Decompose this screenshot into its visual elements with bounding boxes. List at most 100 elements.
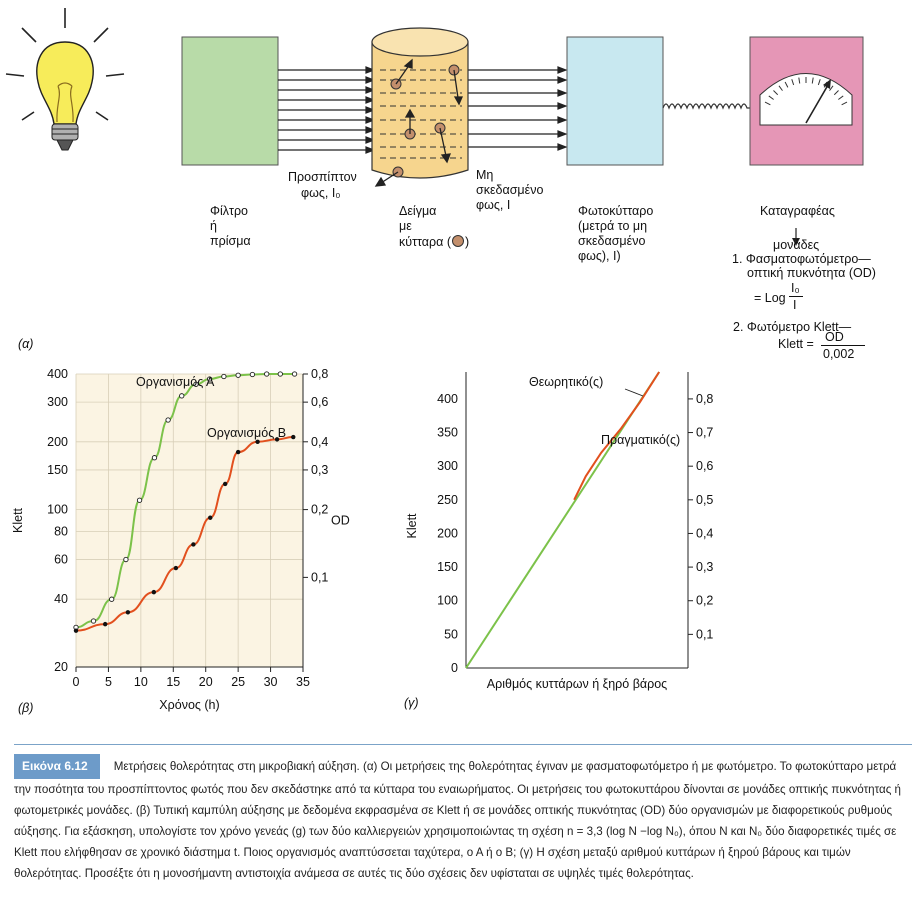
filter-label-1: Φίλτρο <box>210 204 249 218</box>
y2-tick-label: 0,2 <box>311 503 328 517</box>
panel-b-label: (β) <box>18 701 33 715</box>
y2-tick-label: 0,4 <box>311 435 328 449</box>
data-point <box>235 449 241 455</box>
series-pointer-theoretical <box>624 388 644 397</box>
growth-curve-chart: 0 5 10 15 20 25 30 35 20 40 60 80 100 150 200 300 400 0,1… <box>11 367 350 715</box>
y-tick-label: 0 <box>451 661 458 675</box>
photocell-label-1: Φωτοκύτταρο <box>578 204 654 218</box>
y-tick-label: 200 <box>437 526 458 540</box>
meter-tick <box>778 85 783 91</box>
x-tick-label: 25 <box>231 675 245 689</box>
series-label-theoretical: Θεωρητικό(ς) <box>529 375 603 389</box>
transmitted-ray-arrow <box>557 76 568 84</box>
series-label-actual: Πραγματικό(ς) <box>601 433 680 447</box>
incident-ray-arrow <box>365 146 376 154</box>
x-tick-label: 15 <box>166 675 180 689</box>
y-tick-label: 300 <box>47 395 68 409</box>
data-point <box>274 437 280 442</box>
meter-tick <box>811 77 814 84</box>
x-tick-label: 10 <box>134 675 148 689</box>
data-point <box>206 376 213 382</box>
meter-tick <box>768 95 774 100</box>
sample-cylinder <box>371 27 469 187</box>
apparatus-diagram <box>5 8 864 246</box>
y2-tick-label: 0,3 <box>696 560 713 574</box>
unscattered-label-1: Μη <box>476 168 494 182</box>
filter-box <box>181 36 279 166</box>
figure-caption: Εικόνα 6.12 Μετρήσεις θολερότητας στη μικ… <box>14 754 910 884</box>
data-point <box>125 610 131 615</box>
meter-tick <box>841 101 848 106</box>
filter-label-2: ή <box>210 219 217 233</box>
panel-a-label: (α) <box>18 337 34 351</box>
data-point <box>136 497 143 503</box>
data-point <box>151 455 158 461</box>
meter-tick <box>829 85 834 91</box>
y-tick-label: 200 <box>47 435 68 449</box>
unscattered-label-3: φως, I <box>476 198 511 212</box>
log-eq-den: I <box>793 298 797 312</box>
data-point <box>123 556 129 563</box>
y-tick-label: 20 <box>54 660 68 674</box>
panel-g-label: (γ) <box>404 696 419 710</box>
data-point <box>291 371 298 377</box>
x-tick-label: 30 <box>264 675 278 689</box>
meter-tick <box>798 77 801 84</box>
unit2-line1: 2. Φωτόμετρο Klett— <box>733 320 852 334</box>
coil-wire <box>662 103 751 110</box>
recorder-meter <box>749 36 864 166</box>
klett-eq-den: 0,002 <box>823 347 855 361</box>
y2-tick-label: 0,4 <box>696 526 713 540</box>
incident-ray-arrow <box>365 86 376 94</box>
transmitted-ray-arrow <box>557 116 568 124</box>
x-tick-label: 20 <box>199 675 213 689</box>
data-point <box>90 618 97 624</box>
caption-rule <box>14 744 912 745</box>
y-axis-label: Klett <box>11 507 25 533</box>
incident-ray-arrow <box>365 136 376 144</box>
data-point <box>291 434 296 440</box>
series-label-a: Οργανισμός Α <box>136 375 215 389</box>
x-axis-label: Αριθμός κυττάρων ή ξηρό βάρος <box>487 677 667 691</box>
x-tick-label: 5 <box>105 675 112 689</box>
y2-tick-label: 0,6 <box>696 459 713 473</box>
figure-label: Εικόνα 6.12 <box>14 754 100 779</box>
data-point <box>191 542 196 547</box>
y-tick-label: 80 <box>54 524 68 538</box>
data-point <box>151 589 157 595</box>
meter-tick <box>773 90 779 96</box>
y2-axis-label: OD <box>331 514 350 528</box>
unit1-line2: οπτική πυκνότητα (OD) <box>747 266 876 280</box>
cell-icon <box>451 235 464 247</box>
y2-tick-label: 0,7 <box>696 426 713 440</box>
light-rays <box>278 66 568 154</box>
y2-tick-label: 0,1 <box>311 570 328 584</box>
sample-label-1: Δείγμα <box>399 204 437 218</box>
series-line-1 <box>573 371 660 501</box>
caption-body: Μετρήσεις θολερότητας στη μικροβιακή αύξ… <box>14 760 901 880</box>
plot-area <box>76 374 303 667</box>
log-eq-num: I₀ <box>791 281 800 295</box>
recorder-label: Καταγραφέας <box>760 204 835 218</box>
data-point <box>173 565 179 571</box>
y2-tick-label: 0,2 <box>696 594 713 608</box>
y2-tick-label: 0,3 <box>311 463 328 477</box>
meter-tick <box>784 81 789 88</box>
data-point <box>235 372 241 378</box>
incident-ray-arrow <box>365 106 376 114</box>
sample-label-2: με <box>399 219 412 233</box>
y-tick-label: 100 <box>47 503 68 517</box>
meter-tick <box>833 90 839 96</box>
transmitted-ray-arrow <box>557 102 568 110</box>
photocell-box <box>566 36 664 166</box>
y2-tick-label: 0,6 <box>311 395 328 409</box>
incident-label-1: Προσπίπτον <box>288 170 357 184</box>
data-point <box>221 373 227 380</box>
units-label: μονάδες <box>773 238 820 252</box>
y-tick-label: 350 <box>437 426 458 440</box>
data-point <box>208 515 213 520</box>
data-point <box>249 371 256 378</box>
meter-tick <box>764 101 771 106</box>
light-bulb-icon <box>5 8 125 151</box>
y2-tick-label: 0,5 <box>696 493 713 507</box>
